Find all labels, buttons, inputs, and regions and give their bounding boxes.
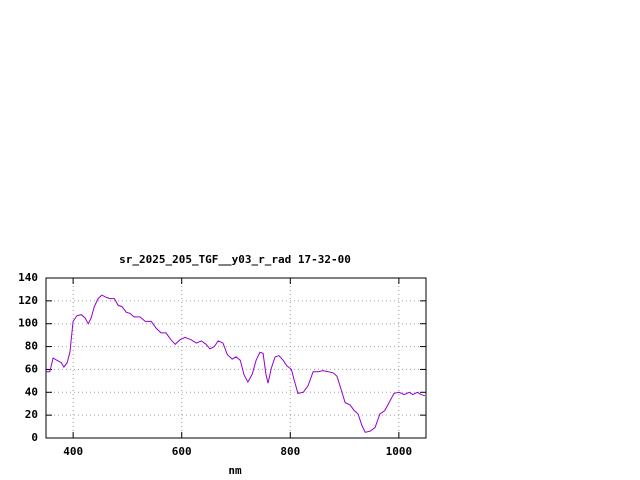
x-tick-label: 1000 xyxy=(386,445,413,458)
y-tick-label: 0 xyxy=(31,431,38,444)
x-tick-label: 800 xyxy=(280,445,300,458)
y-tick-label: 80 xyxy=(25,340,38,353)
x-tick-label: 600 xyxy=(172,445,192,458)
chart-title: sr_2025_205_TGF__y03_r_rad 17-32-00 xyxy=(119,253,351,266)
data-line xyxy=(46,294,426,433)
y-tick-label: 120 xyxy=(18,294,38,307)
y-tick-label: 100 xyxy=(18,317,38,330)
x-axis-label: nm xyxy=(228,464,242,477)
x-tick-label: 400 xyxy=(63,445,83,458)
y-tick-label: 140 xyxy=(18,271,38,284)
y-tick-label: 20 xyxy=(25,408,38,421)
y-tick-label: 40 xyxy=(25,385,38,398)
y-tick-label: 60 xyxy=(25,362,38,375)
plot-frame xyxy=(45,277,427,439)
